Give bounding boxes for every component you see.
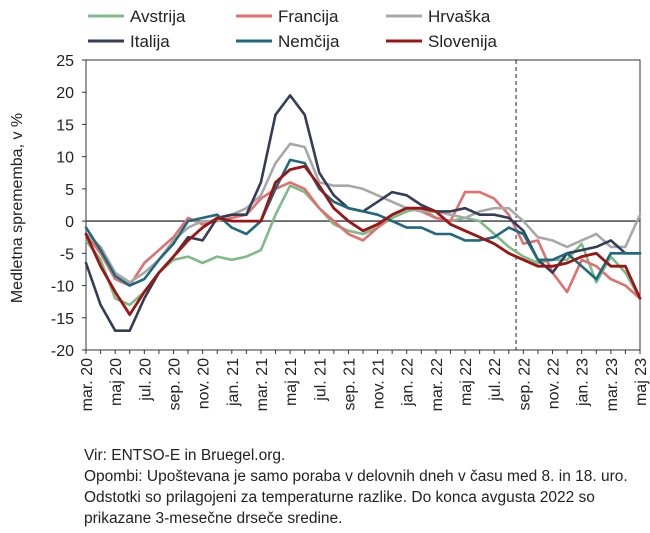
remarks-note: Opombi: Upoštevana je samo poraba v delo… [84,468,628,527]
y-axis-label: Medletna sprememba, v % [9,113,26,303]
y-tick-label: -10 [51,279,74,296]
chart-notes: Vir: ENTSO-E in Bruegel.org. Opombi: Upo… [84,445,644,529]
x-tick-label: sep. 21 [341,358,358,411]
x-tick-label: jul. 20 [137,358,154,402]
legend-label: Francija [278,7,339,26]
legend-label: Italija [130,32,170,51]
x-tick-label: sep. 22 [516,358,533,411]
x-tick-label: jan. 22 [400,358,417,407]
x-tick-label: mar. 23 [604,358,621,411]
y-tick-label: 15 [56,117,74,134]
legend-label: Hrvaška [428,7,491,26]
y-tick-label: 20 [56,85,74,102]
y-tick-label: 0 [65,214,74,231]
y-tick-label: 10 [56,150,74,167]
series-line-italija [84,94,642,333]
x-tick-label: maj 22 [458,358,475,406]
source-note: Vir: ENTSO-E in Bruegel.org. [84,447,286,464]
y-tick-label: 25 [56,53,74,70]
x-tick-label: jul. 22 [487,358,504,402]
y-tick-label: -5 [60,246,74,263]
x-tick-label: nov. 21 [371,358,388,409]
y-tick-label: -20 [51,343,74,360]
x-tick-label: mar. 22 [429,358,446,411]
legend-label: Nemčija [278,32,340,51]
x-tick-label: sep. 20 [166,358,183,411]
legend-label: Avstrija [130,7,186,26]
x-tick-label: jan. 23 [575,358,592,407]
line-chart: Avstrija Francija Hrvaška Italija Nemčija Slo… [9,7,650,411]
legend-label: Slovenija [428,32,498,51]
x-tick-label: nov. 22 [546,358,563,409]
plot-frame [85,59,641,351]
axes: -20 -15 -10 -5 0 5 10 15 20 25 mar. 20 maj 20 jul. 2… [51,53,650,411]
series-lines [84,94,642,333]
y-tick-label: 5 [65,182,74,199]
x-tick-label: jan. 21 [225,358,242,407]
x-tick-label: jul. 21 [312,358,329,402]
series-line-francija [84,181,642,300]
x-tick-label: mar. 20 [79,358,96,411]
y-tick-label: -15 [51,311,74,328]
x-tick-label: maj 23 [633,358,650,406]
series-line-nemčija [84,158,642,287]
x-tick-label: maj 21 [283,358,300,406]
x-tick-label: mar. 21 [254,358,271,411]
series-line-slovenija [84,164,642,317]
legend: Avstrija Francija Hrvaška Italija Nemčija Slo… [88,7,498,51]
x-tick-label: maj 20 [108,358,125,406]
x-tick-label: nov. 20 [196,358,213,409]
